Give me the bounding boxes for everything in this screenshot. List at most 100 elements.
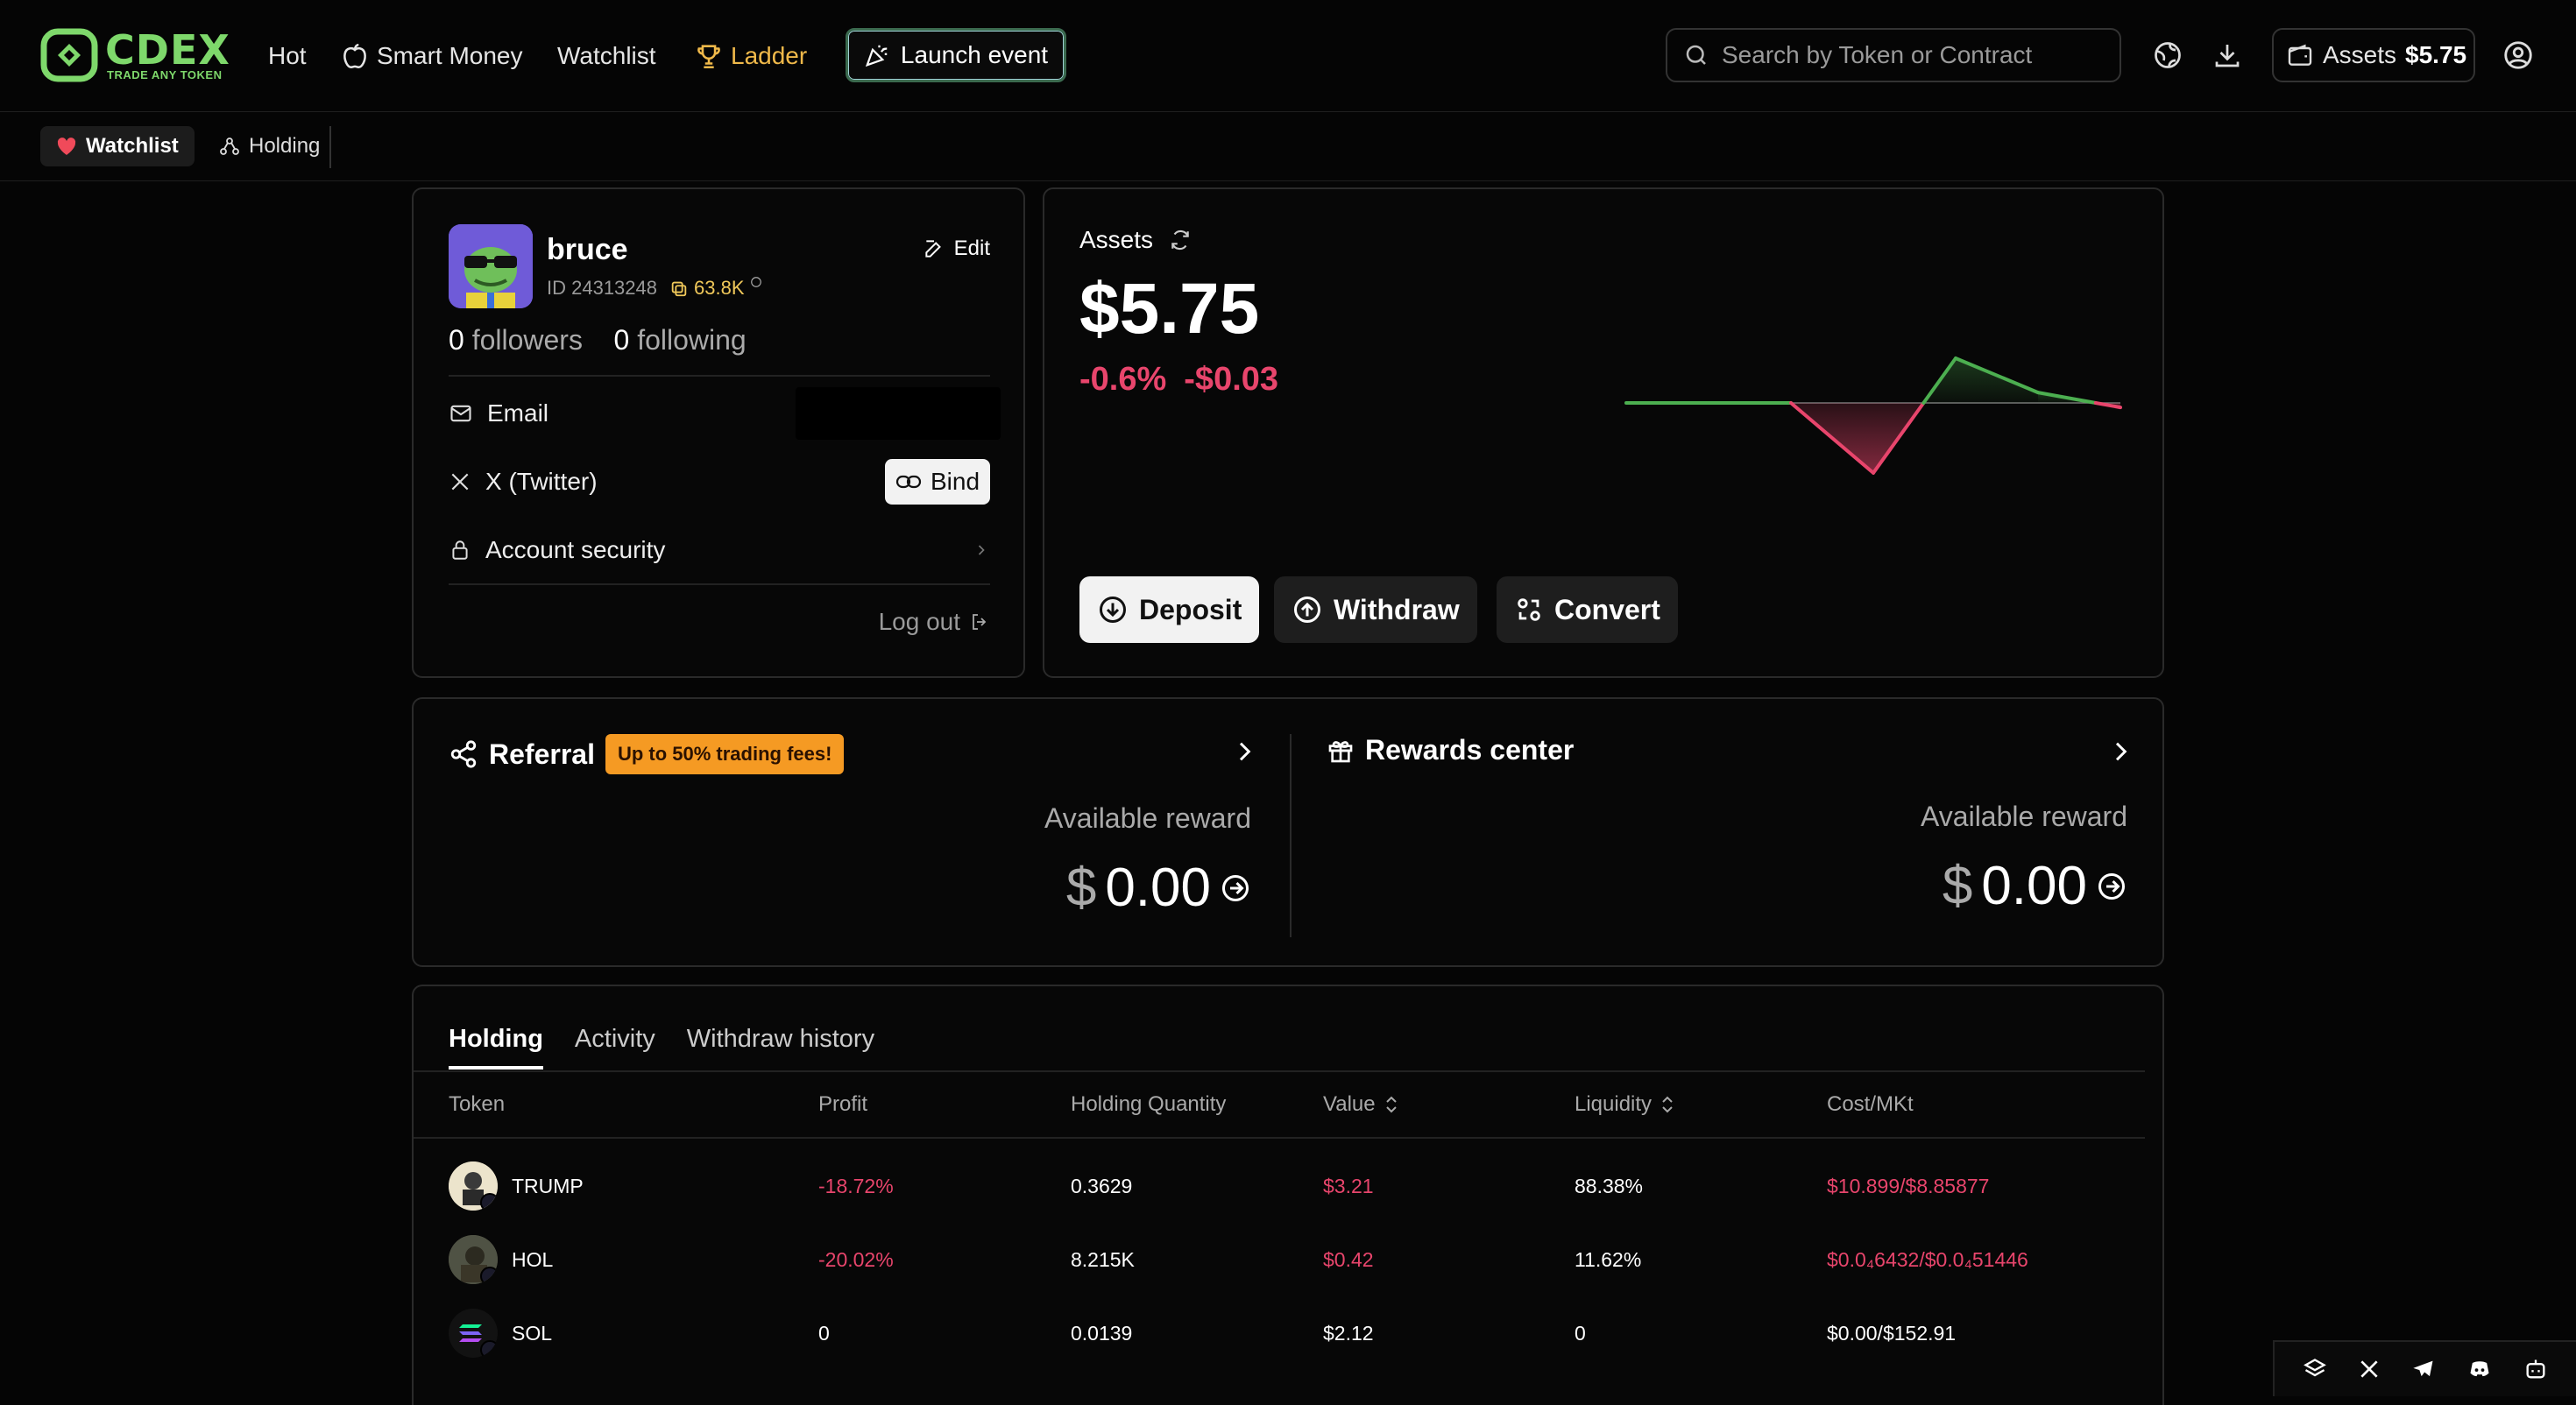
language-button[interactable] bbox=[2149, 37, 2186, 74]
email-row[interactable]: Email bbox=[449, 387, 1001, 440]
followers-count[interactable]: 0 bbox=[449, 324, 464, 356]
rewards-chevron-right-icon[interactable] bbox=[2106, 738, 2134, 766]
arrow-right-circle-icon[interactable] bbox=[2096, 871, 2127, 902]
assets-title-row: Assets bbox=[1079, 226, 1192, 254]
nav-smart-money[interactable]: Smart Money bbox=[340, 32, 523, 81]
col-profit-label: Profit bbox=[818, 1092, 868, 1116]
following-count[interactable]: 0 bbox=[613, 324, 630, 356]
nav-ladder[interactable]: Ladder bbox=[694, 32, 807, 81]
telegram-icon[interactable] bbox=[2411, 1357, 2436, 1381]
cost-cell: $0.00/$152.91 bbox=[1827, 1321, 1957, 1345]
assets-button[interactable]: Assets $5.75 bbox=[2272, 28, 2475, 82]
download-button[interactable] bbox=[2209, 37, 2246, 74]
tab-activity[interactable]: Activity bbox=[574, 1025, 655, 1053]
referral-available-label: Available reward bbox=[1044, 802, 1251, 834]
col-cost-label: Cost/MKt bbox=[1827, 1092, 1914, 1116]
referral-amount-value: 0.00 bbox=[1105, 858, 1211, 918]
logout-button[interactable]: Log out bbox=[879, 608, 990, 636]
account-button[interactable] bbox=[2500, 37, 2537, 74]
subnav-watchlist[interactable]: Watchlist bbox=[40, 126, 195, 166]
col-liquidity[interactable]: Liquidity bbox=[1575, 1092, 1674, 1117]
holdings-tabs: Holding Activity Withdraw history bbox=[449, 1025, 874, 1070]
col-value[interactable]: Value bbox=[1323, 1092, 1398, 1117]
chart-line-segment bbox=[1921, 357, 1957, 405]
tab-holding[interactable]: Holding bbox=[449, 1025, 543, 1070]
referral-chevron-right-icon[interactable] bbox=[1230, 738, 1258, 766]
followers-label[interactable]: followers bbox=[471, 324, 583, 356]
launch-event-label: Launch event bbox=[900, 41, 1049, 68]
edit-profile-button[interactable]: Edit bbox=[923, 237, 990, 261]
brand-logo[interactable]: CDEX TRADE ANY TOKEN bbox=[40, 26, 230, 84]
value-cell: $3.21 bbox=[1323, 1174, 1374, 1197]
layers-icon[interactable] bbox=[2303, 1357, 2327, 1381]
col-quantity: Holding Quantity bbox=[1071, 1092, 1226, 1117]
brand-tagline: TRADE ANY TOKEN bbox=[107, 68, 223, 81]
nav-hot[interactable]: Hot bbox=[268, 32, 307, 81]
liquidity-cell: 88.38% bbox=[1575, 1174, 1644, 1197]
value-cell: $0.42 bbox=[1323, 1247, 1374, 1271]
refresh-icon[interactable] bbox=[1169, 229, 1192, 251]
avatar[interactable] bbox=[449, 224, 533, 308]
search-box[interactable] bbox=[1666, 28, 2121, 82]
deposit-label: Deposit bbox=[1139, 593, 1242, 625]
value-cell: $2.12 bbox=[1323, 1321, 1374, 1345]
token-cell: HOL bbox=[449, 1223, 553, 1296]
subnav-holding-label: Holding bbox=[249, 134, 321, 158]
subnav-holding[interactable]: Holding bbox=[203, 126, 336, 166]
tab-withdraw-history[interactable]: Withdraw history bbox=[686, 1025, 875, 1053]
rewards-center-header[interactable]: Rewards center bbox=[1327, 734, 1574, 766]
sub-bar bbox=[0, 113, 2576, 181]
token-name: TRUMP bbox=[512, 1174, 584, 1197]
email-value-redacted bbox=[796, 387, 1001, 440]
solana-chain-icon bbox=[480, 1193, 498, 1211]
apple-icon bbox=[343, 43, 366, 69]
download-icon bbox=[2215, 45, 2240, 67]
col-token: Token bbox=[449, 1092, 505, 1117]
logo-icon bbox=[40, 28, 98, 82]
account-security-row[interactable]: Account security bbox=[449, 526, 990, 575]
referral-badge: Up to 50% trading fees! bbox=[605, 734, 845, 774]
points-value: 63.8K bbox=[694, 277, 745, 299]
discord-icon[interactable] bbox=[2466, 1357, 2493, 1381]
bind-twitter-button[interactable]: Bind bbox=[885, 459, 990, 505]
convert-button[interactable]: Convert bbox=[1497, 576, 1678, 643]
table-row[interactable]: TRUMP -18.72% 0.3629 $3.21 88.38% $10.89… bbox=[414, 1149, 2145, 1223]
nav-watchlist[interactable]: Watchlist bbox=[557, 32, 656, 81]
chart-line-segment bbox=[2036, 391, 2098, 405]
profit-cell: 0 bbox=[818, 1321, 830, 1345]
chart-area-segment bbox=[1956, 358, 2038, 403]
cost-cell: $10.899/$8.85877 bbox=[1827, 1174, 1990, 1197]
quantity-cell: 0.0139 bbox=[1071, 1321, 1133, 1345]
trophy-icon bbox=[697, 45, 720, 69]
assets-change-pct: -0.6% bbox=[1079, 361, 1167, 398]
rewards-amount: $0.00 bbox=[1943, 855, 2127, 917]
points-badge: 63.8K bbox=[669, 277, 762, 300]
col-quantity-label: Holding Quantity bbox=[1071, 1092, 1227, 1116]
following-label[interactable]: following bbox=[637, 324, 747, 356]
rewards-center-title: Rewards center bbox=[1365, 734, 1575, 766]
username: bruce bbox=[547, 233, 628, 266]
deposit-button[interactable]: Deposit bbox=[1079, 576, 1260, 643]
table-row[interactable]: HOL -20.02% 8.215K $0.42 11.62% $0.0₄643… bbox=[414, 1223, 2145, 1296]
coins-icon bbox=[671, 281, 687, 297]
launch-event-button[interactable]: Launch event bbox=[846, 28, 1066, 82]
x-twitter-icon[interactable] bbox=[2358, 1358, 2381, 1380]
account-security-label: Account security bbox=[485, 536, 666, 563]
chart-area-segment bbox=[1791, 403, 1873, 473]
withdraw-button[interactable]: Withdraw bbox=[1274, 576, 1477, 643]
quantity-cell: 0.3629 bbox=[1071, 1174, 1133, 1197]
token-name: HOL bbox=[512, 1247, 554, 1271]
search-input[interactable] bbox=[1722, 41, 2107, 69]
referral-header[interactable]: Referral Up to 50% trading fees! bbox=[449, 734, 845, 774]
assets-change: -0.6% -$0.03 bbox=[1079, 361, 1278, 399]
info-icon[interactable] bbox=[750, 276, 762, 288]
hol-token-icon bbox=[449, 1235, 498, 1284]
col-token-label: Token bbox=[449, 1092, 506, 1116]
solana-chain-icon bbox=[480, 1267, 498, 1284]
arrow-right-circle-icon[interactable] bbox=[1220, 872, 1251, 904]
chart-line-segment bbox=[1789, 401, 1875, 475]
subnav-watchlist-label: Watchlist bbox=[86, 134, 179, 158]
party-icon bbox=[865, 45, 888, 67]
bot-icon[interactable] bbox=[2523, 1357, 2548, 1381]
table-row[interactable]: SOL 0 0.0139 $2.12 0 $0.00/$152.91 bbox=[414, 1296, 2145, 1370]
